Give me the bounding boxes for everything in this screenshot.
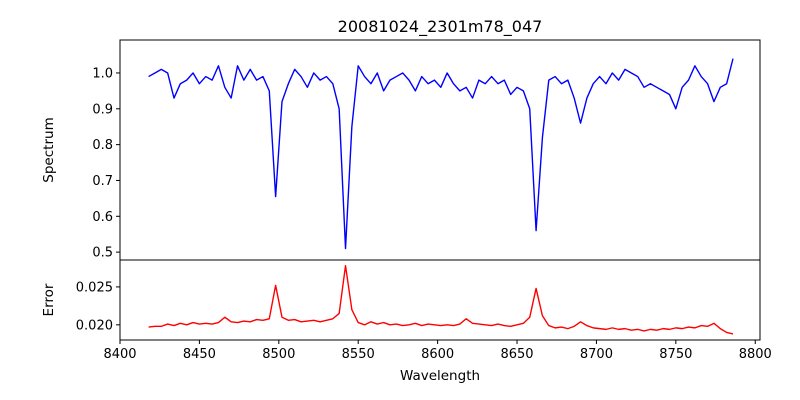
x-label: Wavelength <box>400 368 480 384</box>
bottom-y-ticks: 0.020 0.025 <box>76 280 120 333</box>
x-tick-label: 8700 <box>580 347 613 362</box>
spectrum-line <box>148 58 734 250</box>
y-tick-label: 0.8 <box>92 138 113 153</box>
chart-title: 20081024_2301m78_047 <box>338 17 543 37</box>
y-tick-label: 0.025 <box>76 280 113 295</box>
y-tick-label: 0.020 <box>76 318 113 333</box>
x-tick-label: 8600 <box>421 347 454 362</box>
y-tick-label: 0.6 <box>92 210 113 225</box>
x-tick-label: 8550 <box>342 347 375 362</box>
top-y-ticks: 0.5 0.6 0.7 0.8 0.9 1.0 <box>92 66 120 261</box>
x-tick-label: 8400 <box>103 347 136 362</box>
x-tick-label: 8800 <box>739 347 772 362</box>
y-tick-label: 0.7 <box>92 174 113 189</box>
bottom-axes-frame <box>119 259 761 341</box>
x-tick-label: 8650 <box>500 347 533 362</box>
bottom-y-label: Error <box>41 283 57 316</box>
y-tick-label: 0.9 <box>92 102 113 117</box>
x-tick-label: 8750 <box>659 347 692 362</box>
x-tick-label: 8500 <box>262 347 295 362</box>
y-tick-label: 0.5 <box>92 246 113 261</box>
error-line <box>148 264 734 335</box>
x-tick-label: 8450 <box>183 347 216 362</box>
top-y-label: Spectrum <box>41 117 57 182</box>
x-ticks: 8400 8450 8500 8550 8600 8650 8700 8750 8800 <box>103 340 772 362</box>
y-tick-label: 1.0 <box>92 66 113 81</box>
